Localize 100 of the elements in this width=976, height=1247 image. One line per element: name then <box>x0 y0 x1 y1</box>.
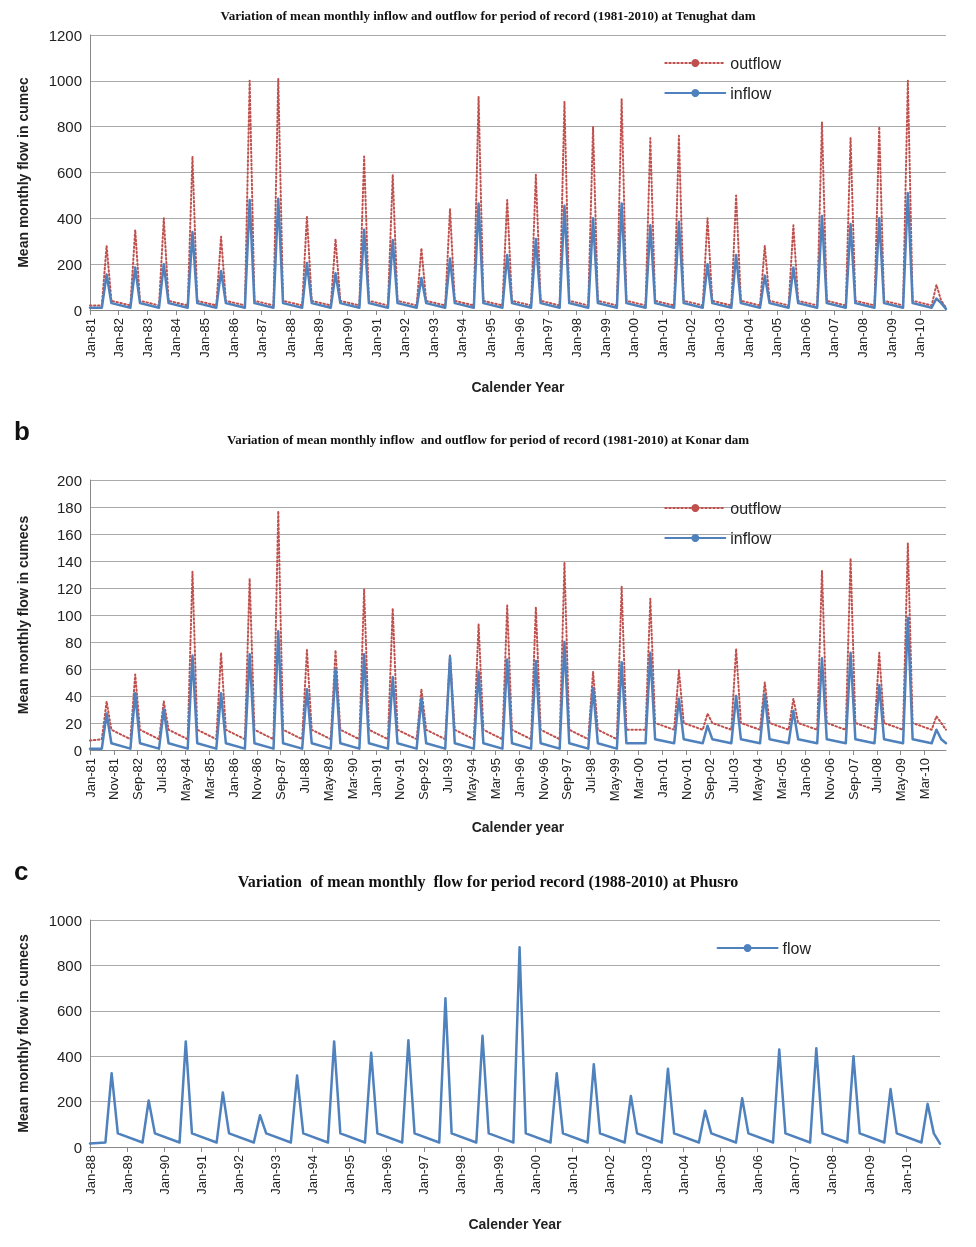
x-tick-label: May-89 <box>320 758 336 802</box>
x-tick-label: Sep-82 <box>130 758 146 800</box>
y-tick-label: 1200 <box>48 26 82 44</box>
x-tick-label: May-09 <box>893 758 909 802</box>
x-tick-label: Jul-83 <box>153 758 169 794</box>
x-tick-label: Jan-08 <box>824 1155 840 1195</box>
x-tick-label: Nov-01 <box>678 758 694 800</box>
x-tick-label: Jan-96 <box>379 1155 395 1195</box>
y-tick-label: 600 <box>56 164 82 181</box>
x-tick-label: Jan-91 <box>193 1155 209 1195</box>
y-tick-label: 140 <box>56 552 82 570</box>
chart-title: Variation of mean monthly flow for period record (1988-2010) at Phusro <box>237 872 739 891</box>
y-tick-label: 1000 <box>48 72 82 90</box>
x-tick-label: Jul-08 <box>869 758 885 794</box>
y-tick-label: 1000 <box>48 911 82 929</box>
x-tick-label: Jan-10 <box>912 318 928 358</box>
x-tick-label: Jan-00 <box>626 318 642 358</box>
chart-title: Variation of mean monthly inflow and outflow for period of record (1981-2010) at Tenughat dam <box>220 8 756 23</box>
x-tick-label: Jan-90 <box>340 318 356 358</box>
x-tick-label: Jan-04 <box>675 1155 691 1195</box>
x-tick-label: Jan-91 <box>368 318 384 358</box>
x-tick-label: Jul-88 <box>297 758 313 794</box>
x-tick-label: Jan-86 <box>225 758 241 798</box>
legend-label: outflow <box>730 54 782 72</box>
y-tick-label: 0 <box>73 301 82 319</box>
y-axis-title: Mean monthly flow in cumecs <box>15 934 31 1133</box>
x-tick-label: Jan-93 <box>268 1155 284 1195</box>
x-tick-label: Jan-92 <box>397 318 413 358</box>
x-tick-label: Jan-07 <box>787 1155 803 1195</box>
y-tick-label: 200 <box>56 471 82 489</box>
x-tick-label: Mar-00 <box>630 758 646 800</box>
x-tick-label: Jan-82 <box>111 318 127 358</box>
x-tick-label: Jul-98 <box>583 758 599 794</box>
y-tick-label: 100 <box>56 606 82 624</box>
x-tick-label: Jan-01 <box>654 318 670 358</box>
x-tick-label: Jan-95 <box>483 318 499 358</box>
x-tick-label: Mar-10 <box>916 758 932 800</box>
x-axis-title: Calender year <box>471 819 565 835</box>
text: b <box>14 416 30 446</box>
y-tick-label: 0 <box>73 741 82 759</box>
x-tick-label: Jan-81 <box>82 318 98 358</box>
x-tick-label: May-04 <box>750 758 766 802</box>
y-tick-label: 200 <box>56 255 82 273</box>
x-tick-label: Jan-02 <box>683 318 699 358</box>
x-tick-label: Nov-81 <box>106 758 122 800</box>
x-tick-label: Jan-86 <box>225 318 241 358</box>
y-tick-label: 800 <box>56 956 82 974</box>
x-tick-label: Jul-03 <box>726 758 742 794</box>
x-tick-label: Jan-06 <box>797 318 813 358</box>
y-tick-label: 120 <box>56 579 82 597</box>
x-tick-label: Mar-95 <box>487 758 503 800</box>
x-tick-label: May-99 <box>606 758 622 802</box>
y-tick-label: 20 <box>65 714 82 732</box>
x-tick-label: Jan-99 <box>597 318 613 358</box>
chart-title: Variation of mean monthly inflow and outflow for period of record (1981-2010) at Konar dam <box>226 432 750 447</box>
x-tick-label: Sep-87 <box>273 758 289 800</box>
x-tick-label: Jan-07 <box>826 318 842 358</box>
x-tick-label: Jan-06 <box>750 1155 766 1195</box>
x-tick-label: Sep-07 <box>845 758 861 800</box>
x-tick-label: Jan-88 <box>82 1155 98 1195</box>
x-tick-label: Jan-90 <box>156 1155 172 1195</box>
y-tick-label: 800 <box>56 118 82 136</box>
x-tick-label: Jan-00 <box>527 1155 543 1195</box>
y-tick-label: 180 <box>56 498 82 516</box>
x-tick-label: Jul-93 <box>440 758 456 794</box>
x-tick-label: Jan-04 <box>740 318 756 358</box>
x-tick-label: Sep-02 <box>702 758 718 800</box>
x-tick-label: Jan-10 <box>898 1155 914 1195</box>
x-tick-label: Mar-90 <box>344 758 360 800</box>
x-tick-label: Nov-06 <box>821 758 837 800</box>
x-tick-label: Nov-91 <box>392 758 408 800</box>
x-tick-label: Jan-83 <box>139 318 155 358</box>
x-tick-label: Jan-09 <box>883 318 899 358</box>
x-tick-label: Jan-06 <box>797 758 813 798</box>
x-tick-label: Jan-03 <box>638 1155 654 1195</box>
x-axis-title: Calender Year <box>471 379 566 395</box>
x-tick-label: Jan-84 <box>168 318 184 358</box>
y-tick-label: 80 <box>65 633 82 651</box>
y-tick-label: 160 <box>56 525 82 543</box>
x-tick-label: Jan-97 <box>540 318 556 358</box>
x-tick-label: Jan-81 <box>82 758 98 798</box>
x-tick-label: Jan-98 <box>453 1155 469 1195</box>
legend-label: flow <box>782 939 812 957</box>
x-tick-label: Jan-03 <box>712 318 727 358</box>
y-tick-label: 200 <box>56 1093 82 1111</box>
x-tick-label: Jan-05 <box>713 1155 729 1195</box>
legend-label: inflow <box>730 529 772 547</box>
x-tick-label: Jan-93 <box>425 318 441 358</box>
x-tick-label: Mar-05 <box>773 758 789 800</box>
x-tick-label: Jan-94 <box>305 1155 321 1195</box>
x-tick-label: Nov-86 <box>249 758 265 800</box>
x-axis-title: Calender Year <box>468 1216 563 1232</box>
x-tick-label: Sep-97 <box>559 758 575 800</box>
x-tick-label: Jan-94 <box>454 318 470 358</box>
x-tick-label: Jan-96 <box>511 318 527 358</box>
text: c <box>14 856 29 886</box>
x-tick-label: Jan-96 <box>511 758 527 798</box>
x-tick-label: Jan-85 <box>196 318 212 358</box>
x-tick-label: Nov-96 <box>535 758 551 800</box>
legend-label: outflow <box>730 499 782 517</box>
